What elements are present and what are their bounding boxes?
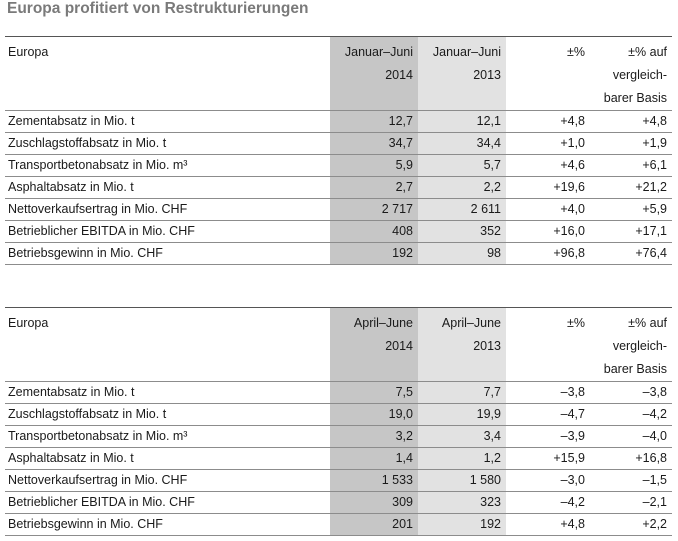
value-change: –3,8 <box>506 381 590 404</box>
value-previous: 2 611 <box>418 198 506 221</box>
table-row: Transportbetonabsatz in Mio. m³ 5,9 5,7 +4,… <box>5 154 672 177</box>
value-change: –4,2 <box>506 491 590 514</box>
value-change: –3,9 <box>506 425 590 448</box>
value-previous: 3,4 <box>418 425 506 448</box>
value-change-comparable: –3,8 <box>590 381 672 404</box>
value-change-comparable: +21,2 <box>590 176 672 199</box>
table-row: Betriebsgewinn in Mio. CHF 201 192 +4,8 +2,2 <box>5 513 672 536</box>
value-previous: 5,7 <box>418 154 506 177</box>
row-label: Asphaltabsatz in Mio. t <box>5 176 330 199</box>
table-row: Betrieblicher EBITDA in Mio. CHF 309 323 –4… <box>5 491 672 514</box>
value-current: 5,9 <box>330 154 418 177</box>
value-previous: 19,9 <box>418 403 506 426</box>
value-change-comparable: +17,1 <box>590 220 672 243</box>
table-second-quarter: Europa April–June 2014 April–June 2013 ±… <box>5 307 672 536</box>
table-body: Zementabsatz in Mio. t 12,7 12,1 +4,8 +4,8 Zu… <box>5 110 672 265</box>
table-row: Nettoverkaufsertrag in Mio. CHF 2 717 2 61… <box>5 198 672 221</box>
value-change: +4,8 <box>506 110 590 133</box>
row-label: Betrieblicher EBITDA in Mio. CHF <box>5 220 330 243</box>
value-current: 1,4 <box>330 447 418 470</box>
column-header-change: ±% <box>506 37 590 111</box>
row-label: Nettoverkaufsertrag in Mio. CHF <box>5 198 330 221</box>
row-label: Betriebsgewinn in Mio. CHF <box>5 513 330 536</box>
value-change-comparable: –4,2 <box>590 403 672 426</box>
value-current: 2 717 <box>330 198 418 221</box>
value-previous: 2,2 <box>418 176 506 199</box>
table-row: Asphaltabsatz in Mio. t 1,4 1,2 +15,9 +16,8 <box>5 447 672 470</box>
table-row: Zementabsatz in Mio. t 12,7 12,1 +4,8 +4,8 <box>5 110 672 133</box>
column-header-change: ±% <box>506 308 590 382</box>
value-change-comparable: +76,4 <box>590 242 672 265</box>
value-change: +4,6 <box>506 154 590 177</box>
column-header-current: Januar–Juni 2014 <box>330 37 418 111</box>
value-change: +15,9 <box>506 447 590 470</box>
value-previous: 1,2 <box>418 447 506 470</box>
row-label: Betrieblicher EBITDA in Mio. CHF <box>5 491 330 514</box>
column-header-change-comparable: ±% auf vergleich- barer Basis <box>590 37 672 111</box>
table-row: Transportbetonabsatz in Mio. m³ 3,2 3,4 –3,… <box>5 425 672 448</box>
value-previous: 323 <box>418 491 506 514</box>
row-label: Transportbetonabsatz in Mio. m³ <box>5 425 330 448</box>
value-current: 34,7 <box>330 132 418 155</box>
value-change-comparable: +6,1 <box>590 154 672 177</box>
table-row: Zuschlagstoffabsatz in Mio. t 34,7 34,4 +1,… <box>5 132 672 155</box>
table-body: Zementabsatz in Mio. t 7,5 7,7 –3,8 –3,8 Zusc… <box>5 381 672 536</box>
value-previous: 352 <box>418 220 506 243</box>
value-change-comparable: +16,8 <box>590 447 672 470</box>
column-header-change-comparable: ±% auf vergleich- barer Basis <box>590 308 672 382</box>
table-row: Zementabsatz in Mio. t 7,5 7,7 –3,8 –3,8 <box>5 381 672 404</box>
value-change: –4,7 <box>506 403 590 426</box>
value-previous: 1 580 <box>418 469 506 492</box>
row-label: Transportbetonabsatz in Mio. m³ <box>5 154 330 177</box>
table-row: Betrieblicher EBITDA in Mio. CHF 408 352 +1… <box>5 220 672 243</box>
value-change-comparable: –4,0 <box>590 425 672 448</box>
value-current: 19,0 <box>330 403 418 426</box>
table-row: Asphaltabsatz in Mio. t 2,7 2,2 +19,6 +21,2 <box>5 176 672 199</box>
value-change-comparable: –2,1 <box>590 491 672 514</box>
page-title: Europa profitiert von Restrukturierungen <box>7 0 309 17</box>
value-change-comparable: +5,9 <box>590 198 672 221</box>
value-change: +19,6 <box>506 176 590 199</box>
value-change: +4,8 <box>506 513 590 536</box>
value-current: 2,7 <box>330 176 418 199</box>
table-row: Betriebsgewinn in Mio. CHF 192 98 +96,8 +76,… <box>5 242 672 265</box>
table-row: Nettoverkaufsertrag in Mio. CHF 1 533 1 58… <box>5 469 672 492</box>
value-change-comparable: +1,9 <box>590 132 672 155</box>
value-current: 3,2 <box>330 425 418 448</box>
table-region-label: Europa <box>5 308 330 382</box>
value-change: +96,8 <box>506 242 590 265</box>
value-previous: 34,4 <box>418 132 506 155</box>
row-label: Zementabsatz in Mio. t <box>5 381 330 404</box>
table-first-half: Europa Januar–Juni 2014 Januar–Juni 2013… <box>5 36 672 265</box>
value-change-comparable: –1,5 <box>590 469 672 492</box>
row-label: Zuschlagstoffabsatz in Mio. t <box>5 403 330 426</box>
value-change: +4,0 <box>506 198 590 221</box>
table-region-label: Europa <box>5 37 330 111</box>
value-previous: 7,7 <box>418 381 506 404</box>
column-header-previous: April–June 2013 <box>418 308 506 382</box>
value-current: 192 <box>330 242 418 265</box>
row-label: Nettoverkaufsertrag in Mio. CHF <box>5 469 330 492</box>
value-current: 12,7 <box>330 110 418 133</box>
value-previous: 98 <box>418 242 506 265</box>
table-row: Zuschlagstoffabsatz in Mio. t 19,0 19,9 –4,… <box>5 403 672 426</box>
value-change: –3,0 <box>506 469 590 492</box>
row-label: Betriebsgewinn in Mio. CHF <box>5 242 330 265</box>
value-previous: 12,1 <box>418 110 506 133</box>
value-current: 408 <box>330 220 418 243</box>
value-current: 309 <box>330 491 418 514</box>
value-current: 7,5 <box>330 381 418 404</box>
value-previous: 192 <box>418 513 506 536</box>
value-change-comparable: +4,8 <box>590 110 672 133</box>
value-current: 201 <box>330 513 418 536</box>
row-label: Asphaltabsatz in Mio. t <box>5 447 330 470</box>
column-header-previous: Januar–Juni 2013 <box>418 37 506 111</box>
value-change: +1,0 <box>506 132 590 155</box>
row-label: Zuschlagstoffabsatz in Mio. t <box>5 132 330 155</box>
value-current: 1 533 <box>330 469 418 492</box>
value-change: +16,0 <box>506 220 590 243</box>
value-change-comparable: +2,2 <box>590 513 672 536</box>
column-header-current: April–June 2014 <box>330 308 418 382</box>
row-label: Zementabsatz in Mio. t <box>5 110 330 133</box>
